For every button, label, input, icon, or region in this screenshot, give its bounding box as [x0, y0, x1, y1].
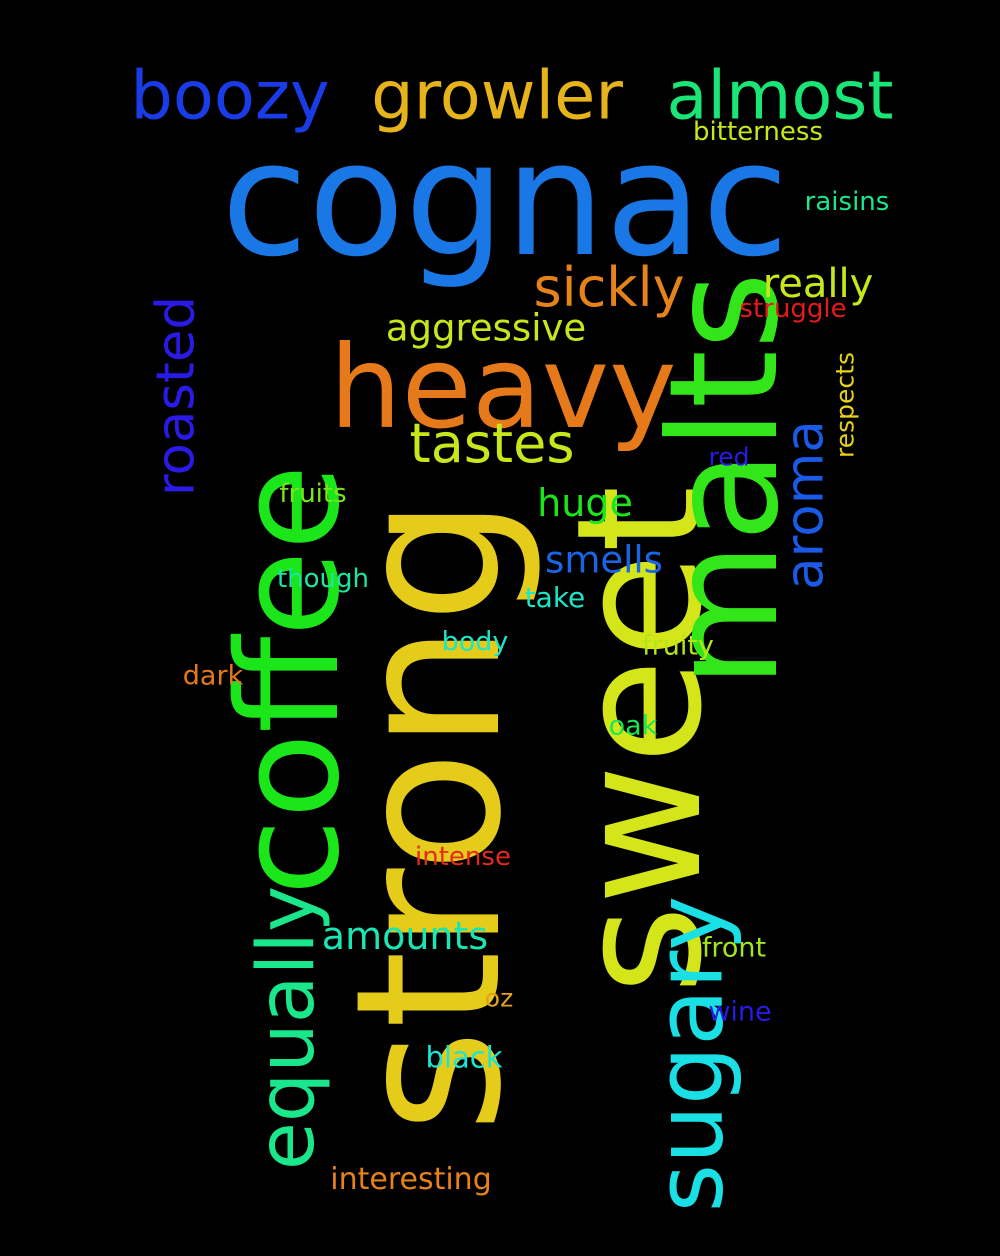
word-bitterness: bitterness [693, 117, 823, 147]
word-raisins: raisins [804, 187, 890, 217]
word-though: though [276, 564, 370, 594]
word-front: front [701, 932, 767, 964]
word-oak: oak [608, 710, 658, 742]
word-intense: intense [415, 842, 511, 872]
word-heavy: heavy [329, 321, 677, 454]
word-smells: smells [545, 538, 663, 582]
word-cognac: cognac [221, 108, 789, 292]
word-equally: equally [242, 885, 332, 1171]
word-red: red [708, 442, 750, 472]
word-oz: oz [484, 983, 514, 1013]
word-really: really [762, 261, 874, 307]
word-roasted: roasted [145, 295, 207, 497]
word-wine: wine [708, 996, 772, 1028]
word-almost: almost [666, 56, 894, 135]
word-black: black [425, 1040, 503, 1075]
word-respects: respects [830, 352, 860, 458]
word-dark: dark [182, 660, 244, 692]
word-body: body [441, 626, 509, 658]
word-sickly: sickly [533, 256, 685, 319]
word-take: take [524, 581, 586, 614]
word-tastes: tastes [409, 412, 575, 475]
word-interesting: interesting [330, 1162, 492, 1197]
word-growler: growler [371, 56, 623, 135]
word-huge: huge [537, 481, 633, 525]
word-struggle: struggle [739, 294, 847, 324]
word-fruits: fruits [279, 479, 347, 509]
word-fruity: fruity [642, 630, 714, 662]
word-aroma: aroma [774, 420, 836, 590]
word-aggressive: aggressive [385, 306, 587, 350]
word-boozy: boozy [130, 56, 330, 135]
word-amounts: amounts [321, 914, 489, 958]
